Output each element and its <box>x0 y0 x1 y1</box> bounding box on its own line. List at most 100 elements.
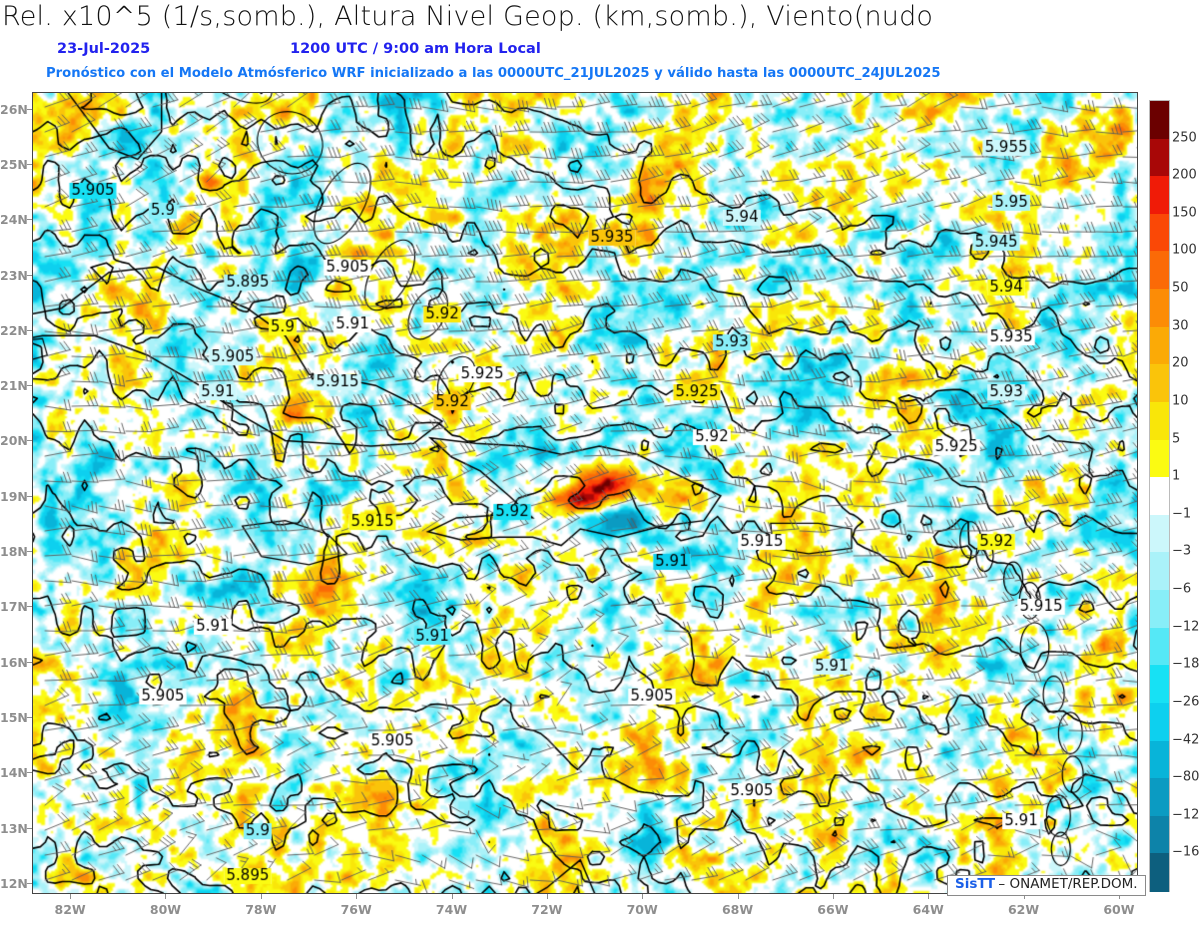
lat-tick-mark <box>27 274 32 276</box>
lat-tick-label: 20N <box>0 433 28 449</box>
colorbar-tick-label: 50 <box>1172 280 1189 296</box>
lon-tick-label: 74W <box>435 902 468 917</box>
colorbar-tick-label: 250 <box>1172 130 1197 146</box>
colorbar-band <box>1150 326 1169 365</box>
lon-tick-label: 80W <box>149 902 182 917</box>
lon-tick-mark <box>70 894 72 899</box>
colorbar-band <box>1150 702 1169 742</box>
lat-tick-mark <box>27 108 32 110</box>
lat-tick-mark <box>27 606 32 608</box>
colorbar-band <box>1150 401 1169 441</box>
colorbar-tick-label: 20 <box>1172 355 1189 371</box>
lat-tick-label: 22N <box>0 322 28 338</box>
lon-tick-mark <box>832 894 834 899</box>
forecast-date: 23-Jul-2025 <box>57 41 151 57</box>
colorbar-tick-label: −12 <box>1172 619 1200 635</box>
lon-tick-label: 82W <box>54 902 86 917</box>
colorbar-band <box>1150 213 1169 253</box>
colorbar-tick-label: −120 <box>1172 807 1200 823</box>
lat-tick-label: 16N <box>0 654 28 670</box>
lat-tick-label: 18N <box>0 544 28 560</box>
page-title: Rel. x10^5 (1/s,somb.), Altura Nivel Geo… <box>2 1 934 32</box>
lat-tick-label: 12N <box>0 875 28 891</box>
lon-tick-label: 66W <box>817 902 849 917</box>
lon-tick-label: 72W <box>531 902 563 917</box>
lat-tick-mark <box>27 440 32 442</box>
lat-tick-mark <box>27 495 32 497</box>
lon-tick-label: 70W <box>626 902 658 917</box>
lon-tick-mark <box>737 894 739 899</box>
lon-tick-mark <box>1023 894 1025 899</box>
colorbar-band <box>1150 552 1169 591</box>
forecast-time: 1200 UTC / 9:00 am Hora Local <box>290 41 541 57</box>
lon-tick-label: 60W <box>1103 902 1135 917</box>
model-note: Pronóstico con el Modelo Atmósferico WRF… <box>46 66 941 81</box>
colorbar-tick-label: −160 <box>1172 844 1200 860</box>
lat-tick-mark <box>27 551 32 553</box>
colorbar-band <box>1150 176 1169 215</box>
colorbar-tick-label: −26 <box>1172 694 1200 710</box>
colorbar-tick-label: 100 <box>1172 242 1197 258</box>
colorbar-band <box>1150 778 1169 817</box>
lat-tick-mark <box>27 385 32 387</box>
lon-tick-mark <box>356 894 358 899</box>
colorbar-tick-label: −3 <box>1172 543 1192 559</box>
brand-sis-label: Sis <box>955 876 978 892</box>
colorbar-band <box>1150 101 1169 140</box>
lon-tick-mark <box>642 894 644 899</box>
colorbar-band <box>1150 138 1169 177</box>
brand-tt-label: TT <box>977 876 995 892</box>
lat-tick-mark <box>27 661 32 663</box>
lon-tick-label: 62W <box>1007 902 1040 917</box>
lat-tick-mark <box>27 219 32 221</box>
lat-tick-mark <box>27 717 32 718</box>
agency-label: – ONAMET/REP.DOM. <box>998 876 1138 892</box>
colorbar-tick-label: −1 <box>1172 506 1192 522</box>
lat-tick-mark <box>27 163 32 165</box>
lat-tick-label: 23N <box>0 267 28 283</box>
lon-tick-label: 78W <box>245 902 277 917</box>
lat-tick-mark <box>27 329 32 331</box>
colorbar-band <box>1150 364 1169 403</box>
lat-tick-label: 26N <box>0 101 28 117</box>
lat-tick-mark <box>27 827 32 829</box>
colorbar-band <box>1150 740 1169 779</box>
colorbar-tick-label: 1 <box>1172 468 1181 484</box>
attribution-box: SisTT – ONAMET/REP.DOM. <box>947 875 1146 896</box>
colorbar-tick-label: 150 <box>1172 205 1197 221</box>
lon-tick-mark <box>165 894 167 899</box>
lat-tick-label: 15N <box>0 710 28 725</box>
colorbar-band <box>1150 289 1169 328</box>
lat-tick-mark <box>27 882 32 884</box>
lat-tick-label: 21N <box>0 378 28 394</box>
colorbar-tick-label: 10 <box>1172 393 1189 409</box>
colorbar-band <box>1150 514 1169 554</box>
colorbar <box>1149 100 1170 892</box>
colorbar-tick-label: 200 <box>1172 167 1197 183</box>
lat-tick-label: 14N <box>0 765 28 781</box>
lon-tick-mark <box>928 894 930 899</box>
colorbar-band <box>1150 590 1169 629</box>
lon-tick-label: 64W <box>912 902 944 917</box>
colorbar-tick-label: 5 <box>1172 431 1181 447</box>
lat-tick-label: 17N <box>0 599 28 615</box>
colorbar-band <box>1150 815 1169 854</box>
map-plot-area <box>32 92 1138 894</box>
colorbar-tick-label: −6 <box>1172 581 1192 597</box>
colorbar-tick-label: −42 <box>1172 732 1200 748</box>
lat-tick-label: 13N <box>0 820 28 836</box>
colorbar-tick-label: −80 <box>1172 769 1200 785</box>
lat-tick-label: 25N <box>0 156 28 172</box>
lon-tick-mark <box>546 894 548 899</box>
lat-tick-label: 19N <box>0 488 28 504</box>
colorbar-band <box>1150 477 1169 516</box>
colorbar-band <box>1150 627 1169 666</box>
lon-tick-mark <box>1118 894 1120 899</box>
subtitle-line: 23-Jul-2025 1200 UTC / 9:00 am Hora Loca… <box>0 41 1160 61</box>
lat-tick-label: 24N <box>0 212 28 228</box>
colorbar-tick-label: 30 <box>1172 318 1189 334</box>
colorbar-band <box>1150 853 1169 892</box>
lon-tick-label: 76W <box>340 902 372 917</box>
colorbar-band <box>1150 665 1169 704</box>
